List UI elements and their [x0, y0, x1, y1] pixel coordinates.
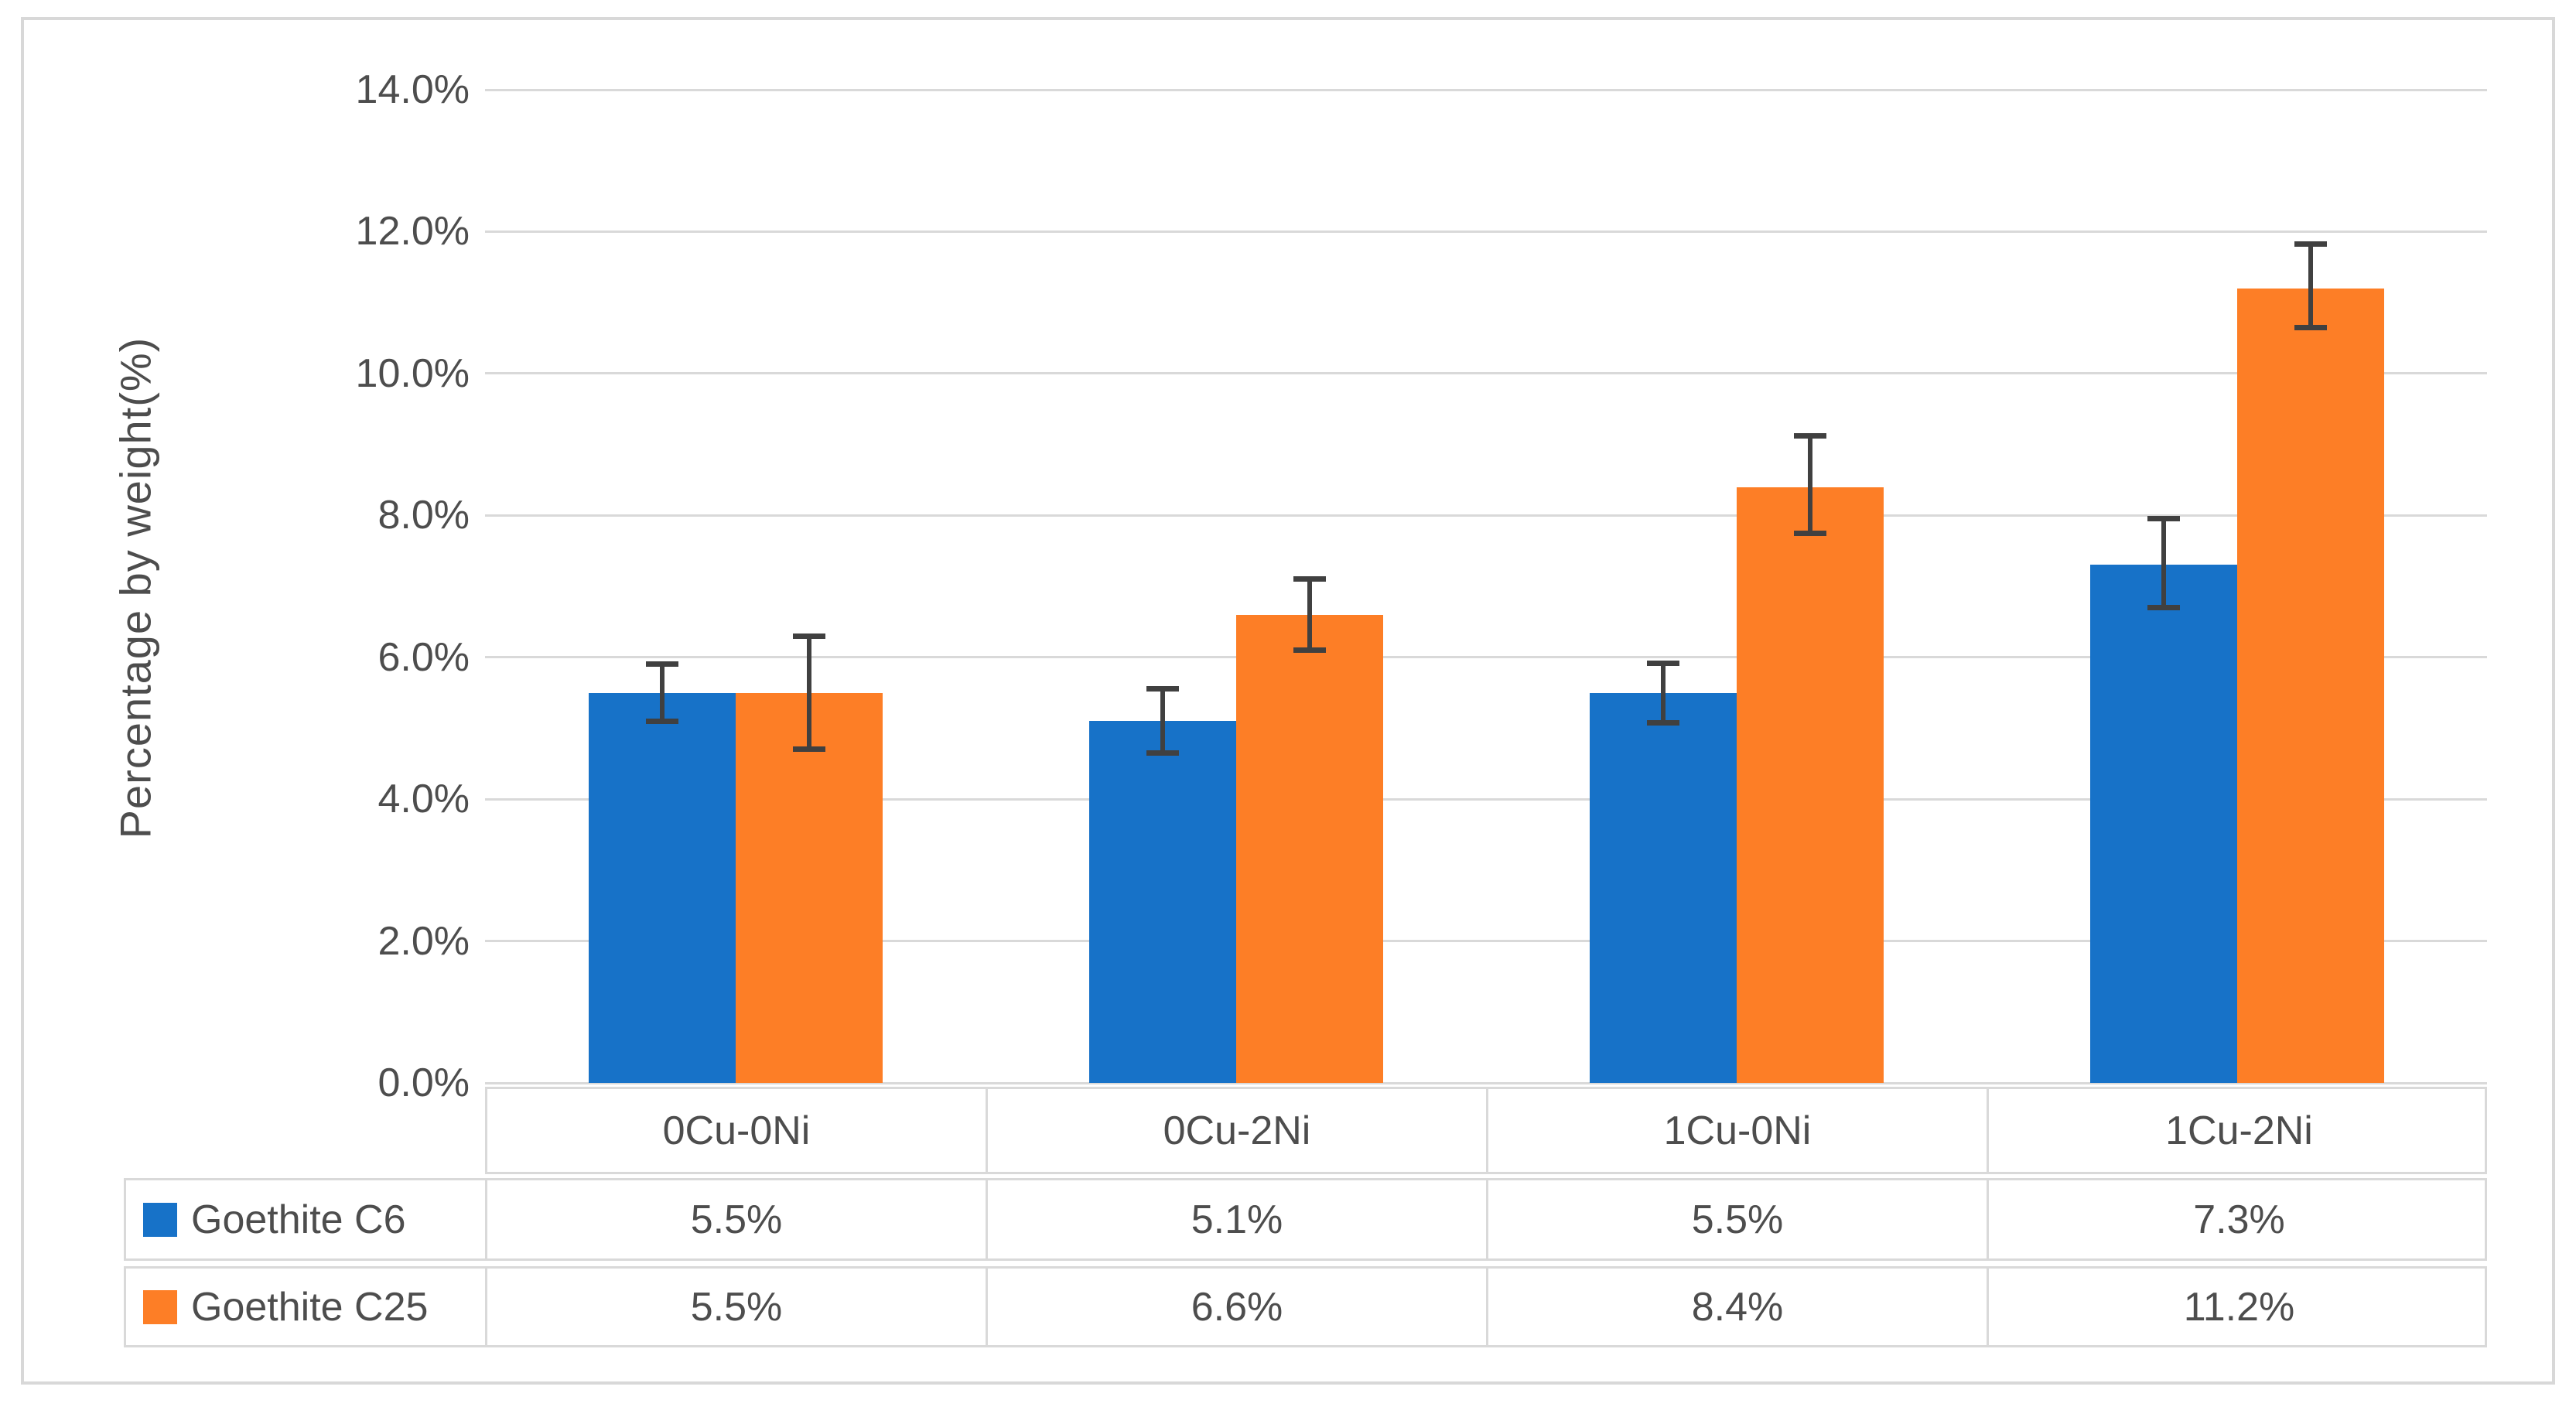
gridline-8pct	[485, 514, 2487, 517]
table-row-goethite-c25: Goethite C25 5.5% 6.6% 8.4% 11.2%	[124, 1266, 2487, 1347]
error-bar-goethite-c6-0cu-2ni	[1160, 688, 1165, 753]
value-cell-goethite-c6-0cu-0ni: 5.5%	[487, 1180, 988, 1258]
category-header-1cu-2ni: 1Cu-2Ni	[2165, 1108, 2313, 1153]
y-tick-label-2pct: 2.0%	[378, 918, 470, 964]
value-cell-goethite-c25-1cu-2ni: 11.2%	[2183, 1284, 2295, 1330]
error-bar-cap-top	[1293, 576, 1326, 582]
error-bar-goethite-c6-0cu-0ni	[659, 664, 664, 722]
y-tick-label-0pct: 0.0%	[378, 1060, 470, 1105]
category-header-1cu-0ni: 1Cu-0Ni	[1488, 1089, 1989, 1172]
error-bar-cap-bottom	[1793, 530, 1826, 536]
error-bar-cap-top	[1146, 686, 1179, 692]
figure-border	[21, 17, 2555, 1385]
category-header-0cu-2ni: 0Cu-2Ni	[988, 1089, 1488, 1172]
gridline-12pct	[485, 230, 2487, 233]
legend-swatch-goethite-c6	[143, 1202, 177, 1237]
gridline-2pct	[485, 940, 2487, 943]
y-tick-label-12pct: 12.0%	[355, 209, 470, 254]
error-bar-goethite-c25-0cu-2ni	[1307, 579, 1312, 651]
error-bar-cap-bottom	[645, 718, 678, 724]
legend-cell-goethite-c6: Goethite C6	[126, 1180, 487, 1258]
value-cell-goethite-c6-0cu-2ni: 5.1%	[988, 1180, 1488, 1258]
error-bar-cap-top	[2294, 241, 2327, 248]
error-bar-goethite-c6-1cu-2ni	[2161, 518, 2166, 608]
gridline-4pct	[485, 797, 2487, 801]
legend-label-goethite-c25: Goethite C25	[191, 1284, 429, 1330]
error-bar-cap-top	[1646, 660, 1679, 666]
y-tick-label-8pct: 8.0%	[378, 493, 470, 538]
bar-goethite-c25-0cu-2ni	[1235, 614, 1383, 1083]
gridline-14pct	[485, 88, 2487, 91]
table-row-goethite-c6: Goethite C6 5.5% 5.1% 5.5% 7.3%	[124, 1178, 2487, 1261]
bar-goethite-c25-1cu-2ni	[2236, 288, 2384, 1083]
error-bar-goethite-c25-0cu-0ni	[806, 636, 811, 750]
table-header-row: 0Cu-0Ni 0Cu-2Ni 1Cu-0Ni 1Cu-2Ni	[485, 1087, 2487, 1174]
bar-goethite-c6-0cu-2ni	[1088, 721, 1236, 1083]
legend-cell-goethite-c25: Goethite C25	[126, 1269, 487, 1345]
error-bar-cap-top	[2147, 516, 2180, 522]
error-bar-cap-top	[1793, 433, 1826, 439]
error-bar-cap-bottom	[1293, 647, 1326, 654]
value-cell-goethite-c6-1cu-2ni: 7.3%	[2193, 1197, 2285, 1242]
bar-goethite-c25-1cu-0ni	[1736, 487, 1884, 1083]
value-cell-goethite-c25-0cu-0ni: 5.5%	[487, 1269, 988, 1345]
value-cell-goethite-c6-1cu-0ni: 5.5%	[1488, 1180, 1989, 1258]
error-bar-cap-bottom	[1146, 750, 1179, 756]
error-bar-cap-bottom	[2294, 324, 2327, 330]
error-bar-cap-top	[792, 633, 825, 639]
y-tick-label-4pct: 4.0%	[378, 777, 470, 822]
y-tick-label-14pct: 14.0%	[355, 67, 470, 112]
category-header-0cu-0ni: 0Cu-0Ni	[487, 1089, 988, 1172]
value-cell-goethite-c25-1cu-0ni: 8.4%	[1488, 1269, 1989, 1345]
error-bar-cap-bottom	[1646, 719, 1679, 726]
legend-label-goethite-c6: Goethite C6	[191, 1197, 406, 1242]
bar-goethite-c6-0cu-0ni	[588, 692, 736, 1083]
bar-goethite-c6-1cu-2ni	[2089, 565, 2237, 1083]
y-axis-title: Percentage by weight(%)	[111, 336, 160, 839]
value-cell-goethite-c25-0cu-2ni: 6.6%	[988, 1269, 1488, 1345]
gridline-6pct	[485, 656, 2487, 659]
y-tick-label-6pct: 6.0%	[378, 634, 470, 680]
bar-goethite-c25-0cu-0ni	[735, 692, 883, 1083]
error-bar-goethite-c25-1cu-2ni	[2308, 244, 2313, 328]
bar-goethite-c6-1cu-0ni	[1589, 692, 1737, 1083]
error-bar-goethite-c25-1cu-0ni	[1807, 435, 1812, 534]
y-tick-label-10pct: 10.0%	[355, 350, 470, 396]
legend-swatch-goethite-c25	[143, 1289, 177, 1324]
gridline-10pct	[485, 372, 2487, 375]
gridline-0pct	[485, 1081, 2487, 1084]
error-bar-cap-bottom	[2147, 605, 2180, 610]
error-bar-cap-top	[645, 661, 678, 668]
error-bar-goethite-c6-1cu-0ni	[1660, 663, 1666, 723]
error-bar-cap-bottom	[792, 746, 825, 753]
